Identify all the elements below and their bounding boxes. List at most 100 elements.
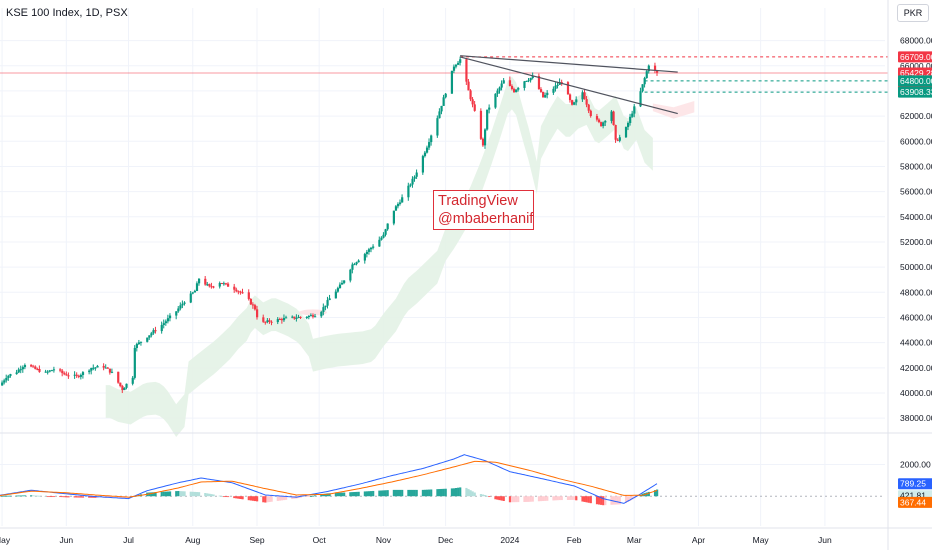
trendlines[interactable] <box>459 55 678 115</box>
x-tick-label: Sep <box>249 535 264 545</box>
x-tick-label: Mar <box>627 535 642 545</box>
price-tag-label: 66709.00 <box>900 52 932 62</box>
macd-histogram-bar <box>349 492 352 497</box>
macd-histogram-bar <box>212 494 215 497</box>
macd-histogram-bar <box>508 496 512 503</box>
candle-body <box>264 321 267 323</box>
macd-histogram-bar <box>483 495 487 497</box>
candle-body <box>15 372 18 375</box>
macd-histogram-bar <box>65 496 68 498</box>
macd-histogram-bar <box>262 496 265 503</box>
macd-histogram-bar <box>326 493 329 497</box>
candle-body <box>256 309 259 318</box>
candle-body <box>119 382 122 386</box>
candle-body <box>197 278 201 284</box>
candle-body <box>573 102 576 105</box>
candle-body <box>61 370 64 374</box>
candle-body <box>513 89 516 93</box>
candle-body <box>108 368 112 373</box>
macd-histogram-bar <box>322 494 325 497</box>
currency-button[interactable]: PKR <box>897 4 929 22</box>
candle-body <box>365 251 369 255</box>
candle-body <box>285 317 288 319</box>
candle-body <box>17 369 20 373</box>
candle-body <box>19 369 22 371</box>
macd-histogram-bar <box>195 492 199 497</box>
macd-histogram-bar <box>481 494 485 497</box>
candle-body <box>164 321 168 324</box>
candle-body <box>291 316 294 318</box>
candle-body <box>63 373 66 375</box>
candle-body <box>610 111 613 121</box>
macd-histogram-bar <box>52 496 56 498</box>
trendline[interactable] <box>459 56 678 115</box>
candle-body <box>560 82 563 84</box>
y-tick-label: 68000.00 <box>900 36 932 46</box>
macd-histogram-bar <box>50 496 54 498</box>
macd-tag-bg <box>898 478 932 490</box>
candle-body <box>380 237 383 240</box>
x-tick-label: Nov <box>376 535 392 545</box>
y-tick-label: 62000.00 <box>900 111 932 121</box>
macd-histogram-bar <box>353 492 356 497</box>
macd-histogram-bar <box>558 496 561 501</box>
macd-histogram-bar <box>626 496 630 502</box>
candle-body <box>299 316 302 318</box>
candle-body <box>409 184 412 186</box>
candle-body <box>556 84 559 86</box>
macd-histogram-bar <box>177 490 180 497</box>
y-tick-label: 2000.00 <box>900 460 931 470</box>
macd-histogram-bar <box>30 495 33 497</box>
candle-body <box>539 89 543 92</box>
macd-histogram-bar <box>589 496 592 504</box>
candle-body <box>77 375 80 377</box>
symbol-title[interactable]: KSE 100 Index, 1D, PSX <box>6 7 128 19</box>
macd-tag-label: 789.25 <box>900 479 926 489</box>
candle-body <box>546 92 549 96</box>
macd-histogram-bar <box>425 489 429 497</box>
macd-histogram-bar <box>515 496 518 503</box>
macd-histogram-bar <box>581 496 584 502</box>
macd-histogram-bar <box>336 492 340 497</box>
candle-body <box>96 365 99 368</box>
candle-body <box>23 365 27 368</box>
macd-histogram-bar <box>21 495 24 497</box>
candle-body <box>75 374 78 376</box>
macd-histogram-bar <box>94 496 97 498</box>
macd-histogram-bar <box>438 489 441 497</box>
macd-histogram-bar <box>73 496 76 498</box>
candle-body <box>322 307 325 312</box>
x-tick-label: May <box>753 535 770 545</box>
macd-histogram-bar <box>452 488 456 497</box>
macd-histogram-bar <box>241 496 244 500</box>
candle-body <box>270 321 273 323</box>
macd-histogram-bar <box>291 496 294 499</box>
macd-histogram-bar <box>411 489 414 497</box>
macd-histogram-bar <box>92 496 95 498</box>
price-tag-bg <box>898 86 932 98</box>
macd-histogram-bar <box>15 495 18 497</box>
candle-body <box>469 90 472 100</box>
macd-histogram-bar <box>183 491 186 497</box>
candle-body <box>328 298 331 301</box>
macd-histogram-bar <box>224 496 228 498</box>
candle-body <box>193 290 197 293</box>
macd-histogram-bar <box>23 495 27 497</box>
macd-histogram-bar <box>653 490 657 497</box>
candle-body <box>639 91 642 107</box>
x-tick-label: Aug <box>185 535 200 545</box>
trendline[interactable] <box>460 55 678 73</box>
candle-body <box>629 116 632 123</box>
candle-body <box>440 105 443 112</box>
macd-histogram-bar <box>152 492 155 497</box>
candle-body <box>641 84 644 92</box>
macd-histogram-bar <box>164 491 168 497</box>
macd-histogram-bar <box>270 496 273 502</box>
candle-body <box>647 65 650 72</box>
y-tick-label: 66000.00 <box>900 61 932 71</box>
candle-body <box>488 107 491 110</box>
candle-body <box>568 94 572 101</box>
candle-body <box>123 387 126 391</box>
macd-histogram-bar <box>544 496 547 501</box>
